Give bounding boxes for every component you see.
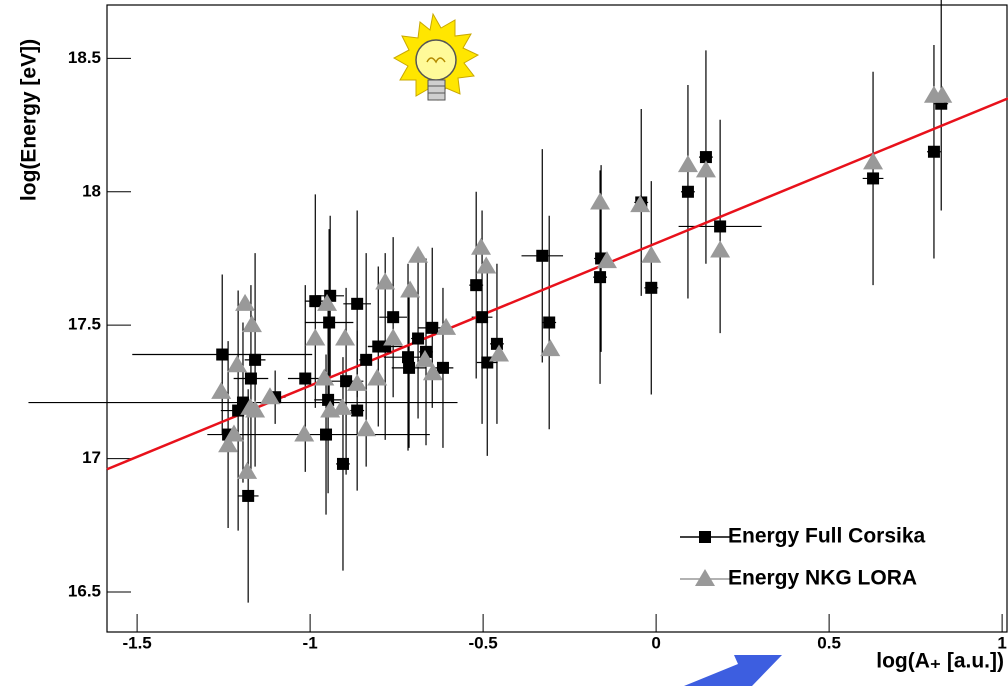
triangle-marker: [540, 339, 561, 357]
square-marker: [536, 249, 549, 262]
triangle-marker: [590, 192, 611, 210]
triangle-marker: [630, 195, 651, 213]
triangle-marker: [414, 349, 435, 367]
triangle-marker: [241, 315, 262, 333]
plot-frame: [106, 4, 1008, 633]
triangle-marker: [400, 280, 421, 298]
square-marker: [714, 220, 727, 233]
square-marker: [681, 185, 694, 198]
triangle-marker: [335, 328, 356, 346]
triangle-marker: [259, 387, 280, 405]
square-marker: [244, 372, 257, 385]
square-marker: [927, 145, 940, 158]
triangle-marker: [237, 461, 258, 479]
square-marker: [403, 361, 416, 374]
square-marker: [476, 311, 489, 324]
triangle-marker: [367, 368, 388, 386]
lightbulb: [392, 12, 480, 101]
triangle-marker: [471, 237, 492, 255]
legend-marker: [695, 569, 715, 586]
square-marker: [322, 393, 335, 406]
y-tick-label: 17: [82, 448, 101, 467]
x-axis-title: log(A₊ [a.u.]): [876, 650, 1004, 673]
triangle-marker: [596, 251, 617, 269]
x-tick-label: -0.5: [468, 633, 497, 652]
triangle-marker: [383, 328, 404, 346]
triangle-marker: [710, 240, 731, 258]
triangle-marker: [332, 397, 353, 415]
triangle-marker: [641, 245, 662, 263]
triangle-marker: [476, 256, 497, 274]
square-marker: [323, 316, 336, 329]
y-tick-label: 18.5: [68, 48, 101, 67]
square-marker: [490, 337, 503, 350]
square-marker: [426, 321, 439, 334]
square-marker: [412, 332, 425, 345]
triangle-marker: [218, 435, 239, 453]
triangle-marker: [347, 373, 368, 391]
triangle-marker: [489, 344, 510, 362]
y-axis-title: log(Energy [eV]): [18, 39, 41, 201]
arrow: [684, 655, 782, 686]
square-marker: [351, 404, 364, 417]
square-marker: [543, 316, 556, 329]
y-tick-label: 16.5: [68, 581, 101, 600]
triangle-marker: [294, 424, 315, 442]
x-tick-label: -1: [303, 633, 318, 652]
square-marker: [242, 489, 255, 502]
square-marker: [402, 351, 415, 364]
square-marker: [594, 271, 607, 284]
triangle-marker: [227, 355, 248, 373]
triangle-marker: [211, 381, 232, 399]
triangle-marker: [408, 245, 429, 263]
square-marker: [470, 279, 483, 292]
square-marker: [645, 281, 658, 294]
triangle-marker: [695, 160, 716, 178]
x-tick-label: 1: [997, 633, 1006, 652]
legend-label: Energy NKG LORA: [728, 567, 917, 590]
triangle-marker: [422, 363, 443, 381]
square-marker: [351, 297, 364, 310]
triangle-marker: [375, 272, 396, 290]
y-tick-label: 18: [82, 181, 101, 200]
triangle-marker: [932, 85, 953, 103]
square-marker: [249, 353, 262, 366]
x-tick-label: 0.5: [817, 633, 841, 652]
triangle-marker: [677, 155, 698, 173]
triangle-marker: [863, 152, 884, 170]
triangle-marker: [317, 293, 338, 311]
y-tick-label: 17.5: [68, 315, 101, 334]
legend-marker: [699, 531, 711, 543]
square-marker: [867, 172, 880, 185]
triangle-marker: [305, 328, 326, 346]
square-marker: [216, 348, 229, 361]
x-tick-label: 0: [651, 633, 660, 652]
square-marker: [309, 295, 322, 308]
triangle-marker: [245, 400, 266, 418]
square-marker: [336, 457, 349, 470]
legend-label: Energy Full Corsika: [728, 525, 926, 548]
square-marker: [699, 151, 712, 164]
triangle-marker: [314, 368, 335, 386]
square-marker: [387, 311, 400, 324]
square-marker: [299, 372, 312, 385]
square-marker: [320, 428, 333, 441]
square-marker: [436, 361, 449, 374]
square-marker: [340, 375, 353, 388]
x-tick-label: -1.5: [122, 633, 151, 652]
triangle-marker: [356, 419, 377, 437]
triangle-marker: [436, 317, 457, 335]
triangle-marker: [223, 424, 244, 442]
square-marker: [360, 353, 373, 366]
triangle-marker: [235, 293, 256, 311]
